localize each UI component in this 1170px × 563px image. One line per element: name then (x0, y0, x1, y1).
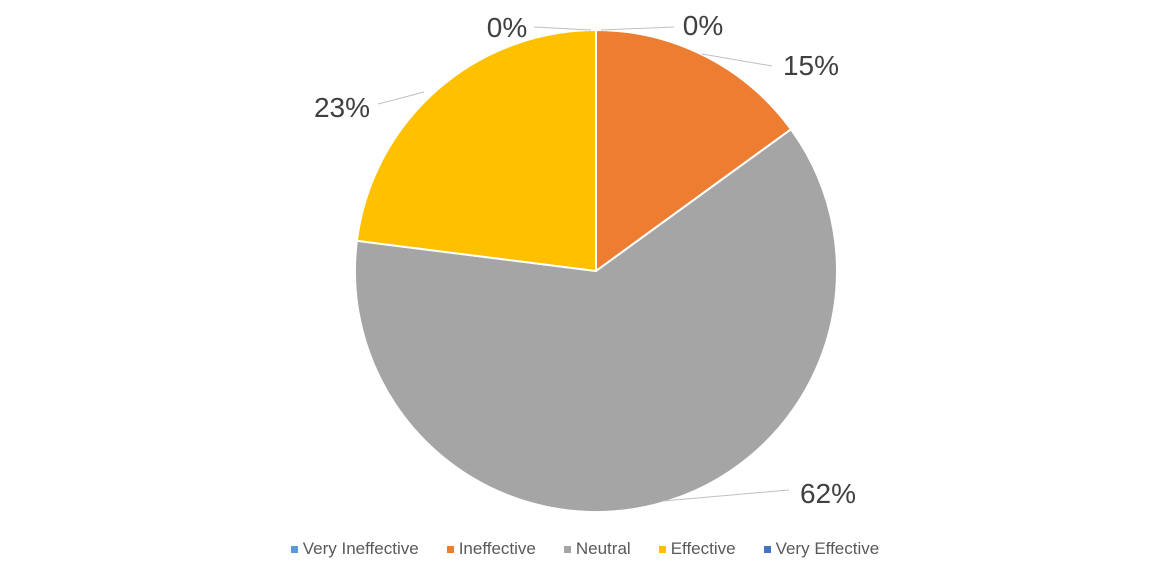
data-label-ineffective: 15% (783, 50, 839, 81)
leader-line-neutral (662, 489, 790, 502)
legend-swatch-neutral (563, 545, 571, 553)
legend-item-very-effective: Very Effective (763, 539, 880, 559)
pie-chart: 0% 15% 62% 23% 0% (314, 10, 856, 513)
leader-line-effective (377, 91, 425, 105)
pie-slice-ineffective (595, 28, 793, 273)
data-label-neutral: 62% (800, 478, 856, 509)
legend-label-very-ineffective: Very Ineffective (302, 539, 419, 558)
legend-label-ineffective: Ineffective (458, 539, 536, 558)
legend-item-very-ineffective: Very Ineffective (290, 539, 419, 559)
pie-slices (354, 28, 838, 513)
legend: Very Ineffective Ineffective Neutral Effect… (0, 536, 1170, 562)
legend-swatch-very-effective (763, 545, 771, 553)
data-label-very-ineffective: 0% (487, 12, 527, 43)
legend-item-ineffective: Ineffective (446, 539, 536, 559)
leader-line-ineffective (701, 53, 773, 67)
legend-swatch-ineffective (446, 545, 454, 553)
legend-swatch-very-ineffective (290, 545, 298, 553)
legend-label-neutral: Neutral (575, 539, 631, 558)
leader-line-very-effective (600, 26, 675, 31)
legend-label-very-effective: Very Effective (775, 539, 880, 558)
legend-item-effective: Effective (658, 539, 736, 559)
data-label-effective: 23% (314, 92, 370, 123)
legend-label-effective: Effective (670, 539, 736, 558)
legend-swatch-effective (658, 545, 666, 553)
leader-lines (377, 26, 790, 502)
data-label-very-effective: 0% (683, 10, 723, 41)
leader-line-very-ineffective (533, 26, 592, 31)
data-labels: 0% 15% 62% 23% 0% (314, 10, 856, 509)
legend-item-neutral: Neutral (563, 539, 631, 559)
pie-slice-effective (355, 28, 597, 273)
pie-slice-neutral (354, 127, 838, 513)
